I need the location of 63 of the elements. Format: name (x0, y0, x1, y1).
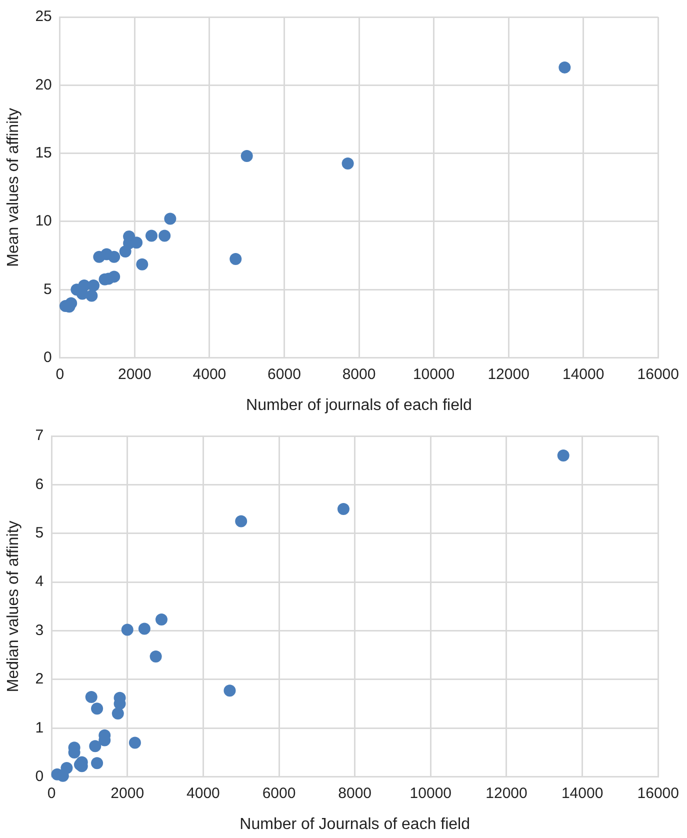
y-axis-title: Mean values of affinity (5, 108, 22, 267)
x-tick-label: 8000 (342, 366, 376, 383)
point (138, 622, 150, 635)
x-axis-title: Number of Journals of each field (240, 816, 470, 833)
point (136, 258, 148, 270)
y-tick-label: 4 (35, 573, 44, 590)
point (230, 252, 242, 265)
point (91, 702, 104, 715)
y-tick-label: 25 (35, 8, 52, 26)
y-tick-label: 20 (35, 76, 52, 94)
y-axis-title: Median values of affinity (5, 520, 22, 692)
x-tick-label: 14000 (561, 784, 604, 802)
point (108, 250, 120, 263)
x-tick-label: 4000 (192, 366, 226, 383)
point (89, 740, 102, 752)
x-tick-label: 6000 (262, 784, 296, 802)
point (128, 736, 141, 749)
point (112, 708, 124, 720)
x-tick-label: 8000 (338, 784, 372, 802)
point (121, 624, 134, 636)
y-tick-label: 7 (35, 427, 44, 444)
x-tick-label: 6000 (268, 366, 301, 383)
x-tick-label: 12000 (486, 784, 528, 802)
point (155, 614, 168, 626)
point (240, 150, 253, 162)
y-tick-label: 0 (35, 768, 44, 785)
y-tick-label: 2 (35, 670, 44, 688)
point (91, 757, 104, 770)
point (86, 290, 98, 302)
point (557, 449, 570, 462)
x-tick-label: 2000 (110, 784, 144, 802)
y-tick-label: 10 (35, 212, 52, 230)
x-tick-label: 2000 (118, 366, 152, 383)
point (224, 684, 236, 697)
y-tick-label: 0 (44, 348, 52, 366)
point (150, 650, 162, 663)
point (164, 212, 176, 225)
y-tick-label: 15 (35, 144, 52, 162)
x-axis-title: Number of journals of each field (246, 396, 472, 414)
x-tick-label: 12000 (488, 366, 530, 383)
point (88, 280, 100, 292)
point (85, 690, 98, 703)
x-tick-label: 14000 (562, 366, 604, 383)
x-tick-label: 10000 (410, 784, 452, 802)
x-tick-label: 4000 (186, 784, 220, 802)
x-tick-label: 16000 (637, 784, 680, 802)
point (558, 61, 571, 74)
x-tick-label: 10000 (412, 366, 455, 383)
y-tick-label: 5 (35, 524, 44, 542)
y-tick-label: 5 (44, 280, 52, 298)
point (119, 245, 132, 258)
point (337, 503, 350, 516)
point (65, 297, 78, 310)
point (108, 270, 120, 283)
x-tick-label: 16000 (637, 366, 680, 383)
y-tick-label: 1 (35, 719, 44, 736)
point (158, 230, 171, 242)
point (145, 230, 158, 242)
y-tick-label: 3 (35, 622, 44, 639)
point (342, 158, 354, 170)
point (235, 515, 248, 528)
x-tick-label: 0 (56, 366, 64, 383)
y-tick-label: 6 (35, 476, 44, 493)
